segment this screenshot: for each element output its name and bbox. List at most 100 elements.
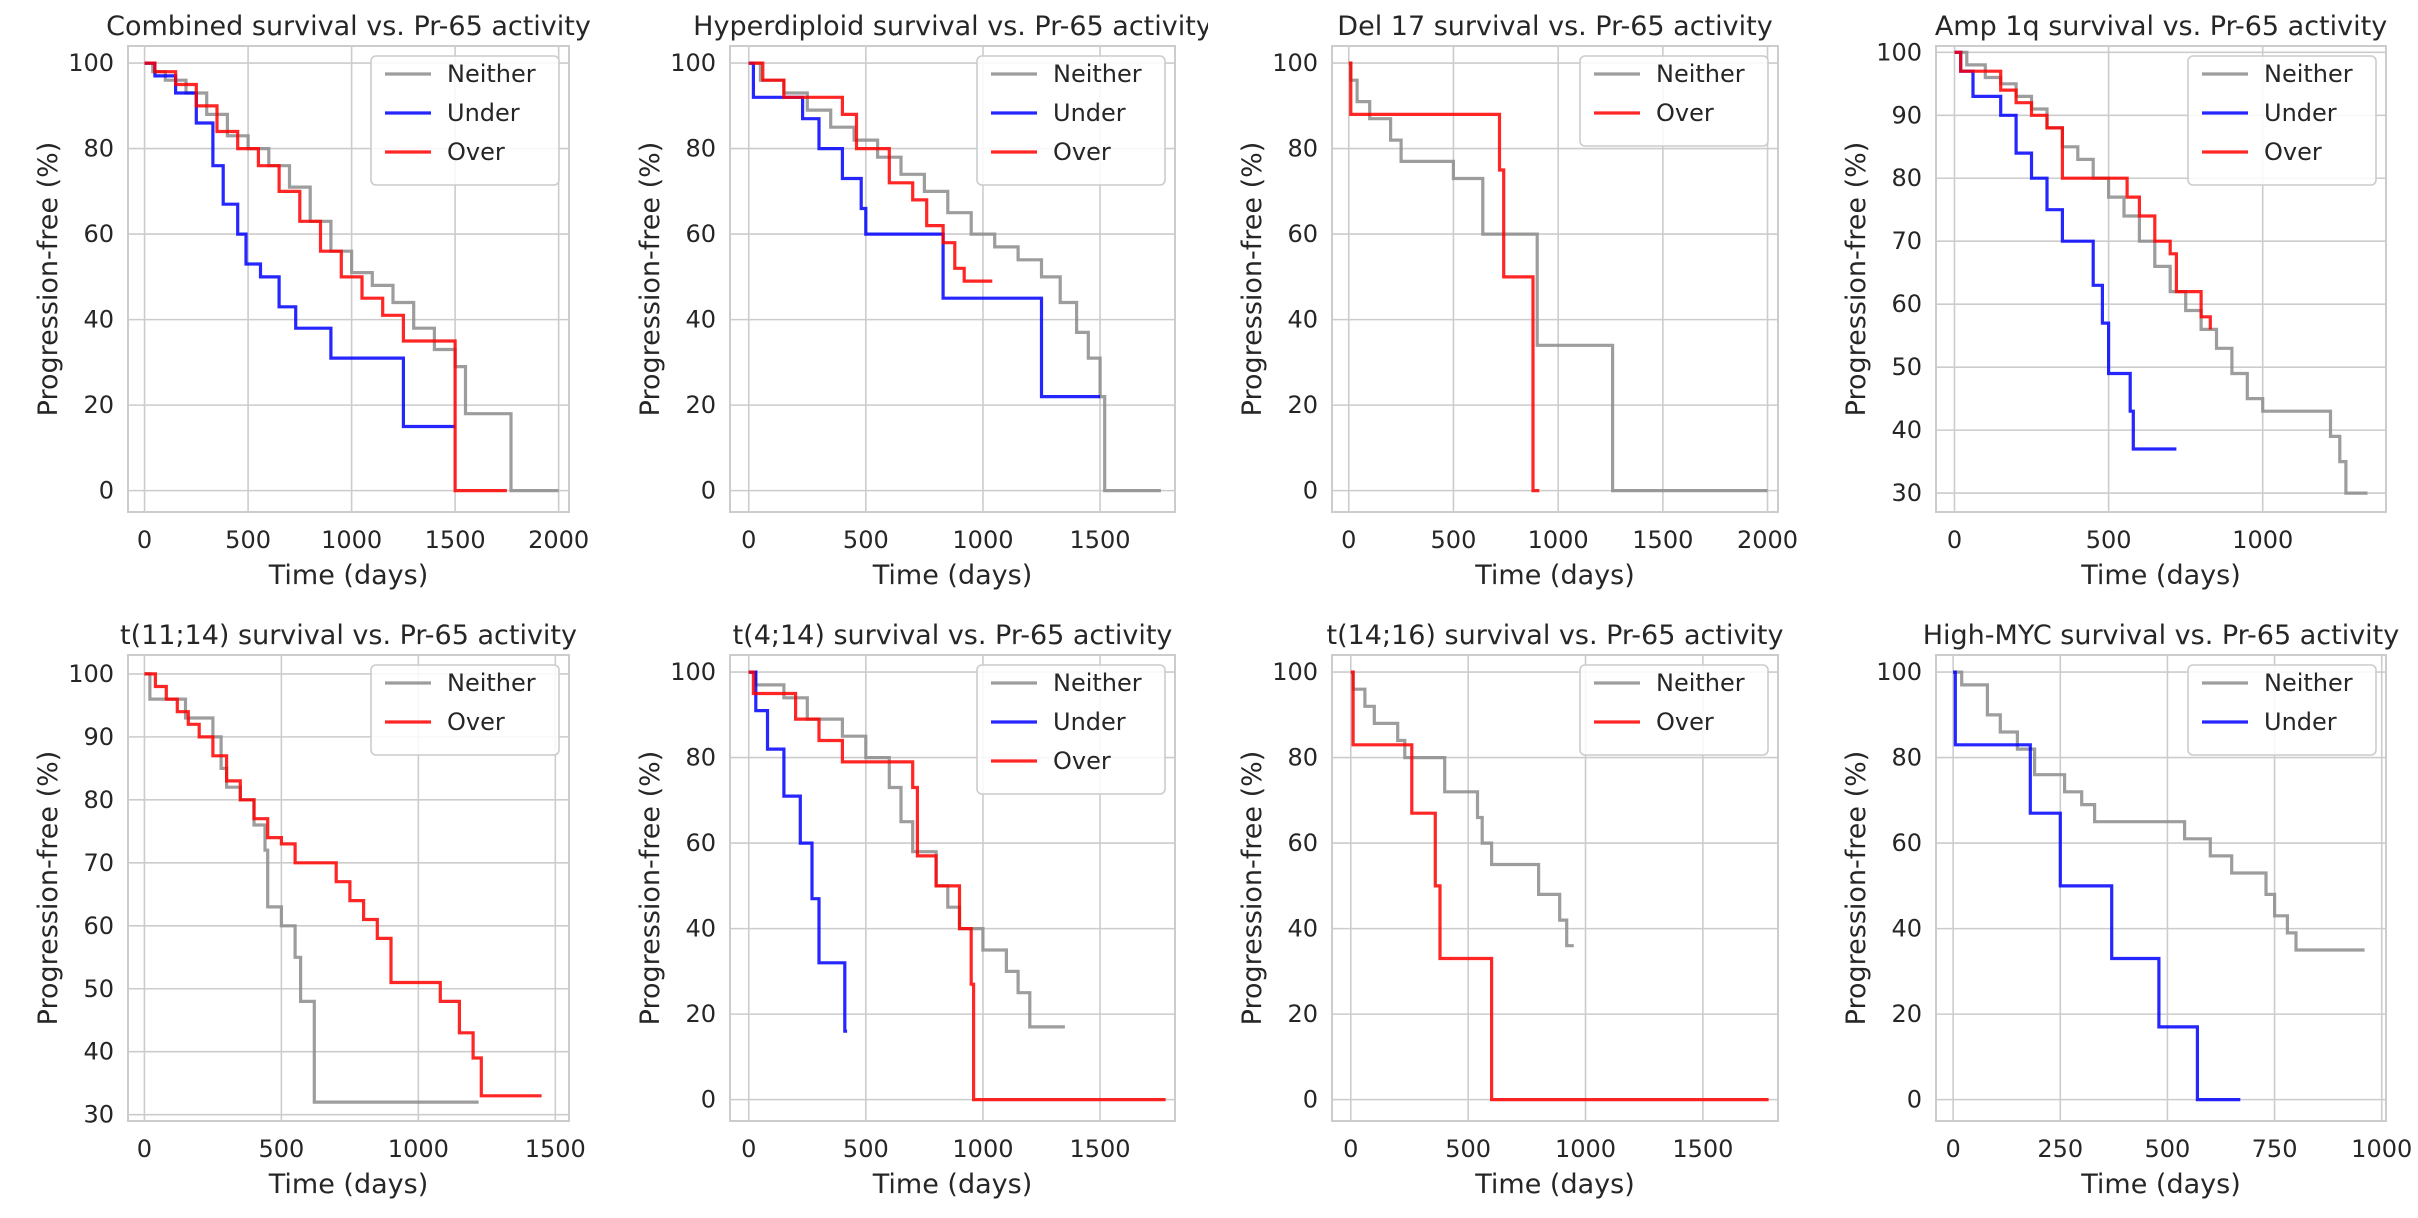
series-line-under [748,670,848,1033]
chart-title: t(14;16) survival vs. Pr-65 activity [1326,620,1783,651]
series-line-over [1350,670,1769,1102]
y-tick-label: 100 [1876,658,1922,686]
x-tick-label: 0 [1341,526,1356,554]
x-axis-label: Time (days) [268,560,428,591]
y-tick-label: 60 [83,220,114,248]
y-tick-label: 60 [1287,829,1318,857]
chart-title: Del 17 survival vs. Pr-65 activity [1337,11,1772,42]
legend-label-neither: Neither [1656,669,1745,697]
plot-frame [1935,654,2387,1122]
y-tick-label: 100 [68,49,114,77]
y-axis-label: Progression-free (%) [1237,751,1268,1026]
y-tick-label: 100 [670,658,716,686]
legend-label-under: Under [447,99,520,127]
x-tick-label: 500 [225,526,271,554]
y-tick-label: 80 [1891,744,1922,772]
legend-box [1579,55,1769,147]
plot-frame [729,45,1176,513]
y-tick-label: 80 [1891,164,1922,192]
legend-label-over: Over [1053,138,1111,166]
legend-label-over: Over [447,138,505,166]
y-tick-label: 30 [83,1101,114,1129]
y-tick-label: 40 [83,306,114,334]
x-tick-label: 1500 [1070,526,1131,554]
y-axis-label: Progression-free (%) [635,142,666,417]
y-tick-label: 0 [99,477,114,505]
y-tick-label: 40 [685,915,716,943]
series-line-under [1954,50,2177,451]
x-tick-label: 1000 [321,526,382,554]
series-line-over [144,61,507,493]
x-axis-label: Time (days) [2080,560,2240,591]
y-tick-label: 80 [685,744,716,772]
y-tick-label: 50 [83,975,114,1003]
x-tick-label: 0 [741,526,756,554]
legend-label-under: Under [1053,708,1126,736]
y-axis-label: Progression-free (%) [1841,751,1872,1026]
y-tick-label: 20 [1287,1000,1318,1028]
x-tick-label: 1000 [952,526,1013,554]
x-axis-label: Time (days) [872,1169,1032,1200]
plot-frame [1331,45,1779,513]
y-tick-label: 100 [670,49,716,77]
plot-frame [127,654,570,1122]
y-tick-label: 40 [1287,915,1318,943]
y-tick-label: 60 [83,912,114,940]
series-line-over [1954,50,2212,330]
y-tick-label: 60 [685,829,716,857]
y-tick-label: 90 [83,723,114,751]
x-tick-label: 500 [258,1135,304,1163]
y-tick-label: 100 [1876,38,1922,66]
legend-label-over: Over [447,708,505,736]
x-tick-label: 0 [1947,526,1962,554]
x-tick-label: 250 [2037,1135,2083,1163]
x-tick-label: 0 [137,526,152,554]
series-line-neither [1953,670,2365,952]
legend-label-over: Over [1656,99,1714,127]
y-tick-label: 80 [685,135,716,163]
x-tick-label: 1000 [952,1135,1013,1163]
y-tick-label: 60 [1287,220,1318,248]
legend-box [370,664,560,756]
y-tick-label: 20 [1891,1000,1922,1028]
y-tick-label: 0 [701,477,716,505]
x-tick-label: 1000 [388,1135,449,1163]
y-tick-label: 50 [1891,353,1922,381]
plot-frame [127,45,570,513]
legend-box [1579,664,1769,756]
x-axis-label: Time (days) [1474,1169,1634,1200]
y-tick-label: 80 [83,135,114,163]
chart-title: t(4;14) survival vs. Pr-65 activity [733,620,1173,651]
y-tick-label: 60 [685,220,716,248]
x-tick-label: 1000 [1555,1135,1616,1163]
plot-frame [1935,45,2387,513]
y-tick-label: 20 [83,391,114,419]
x-tick-label: 1500 [1070,1135,1131,1163]
chart-panel-4: 0 500 1000 30 40 50 60 70 80 90 100 Amp 1q survival… [1841,11,2387,591]
y-axis-label: Progression-free (%) [635,751,666,1026]
legend-label-neither: Neither [2264,60,2353,88]
x-tick-label: 1500 [1672,1135,1733,1163]
x-tick-label: 500 [1431,526,1477,554]
chart-panel-7: 0 500 1000 1500 0 20 40 60 80 100 t(14;16) surviva… [1237,620,1784,1200]
y-tick-label: 20 [685,1000,716,1028]
y-tick-label: 0 [1907,1086,1922,1114]
y-tick-label: 80 [1287,135,1318,163]
x-tick-label: 1500 [425,526,486,554]
chart-title: Hyperdiploid survival vs. Pr-65 activity [693,11,1208,42]
legend-box [2187,664,2377,756]
legend-label-neither: Neither [447,60,536,88]
y-tick-label: 0 [1303,1086,1318,1114]
y-tick-label: 90 [1891,101,1922,129]
legend-label-neither: Neither [1053,60,1142,88]
x-tick-label: 1500 [525,1135,586,1163]
x-tick-label: 500 [843,1135,889,1163]
legend: Neither Under Over [370,55,560,186]
series-line-under [144,61,456,429]
plot-frame [729,654,1176,1122]
chart-panel-6: 0 500 1000 1500 0 20 40 60 80 100 t(4;14) survival… [635,620,1176,1200]
y-tick-label: 100 [1272,658,1318,686]
y-tick-label: 60 [1891,290,1922,318]
